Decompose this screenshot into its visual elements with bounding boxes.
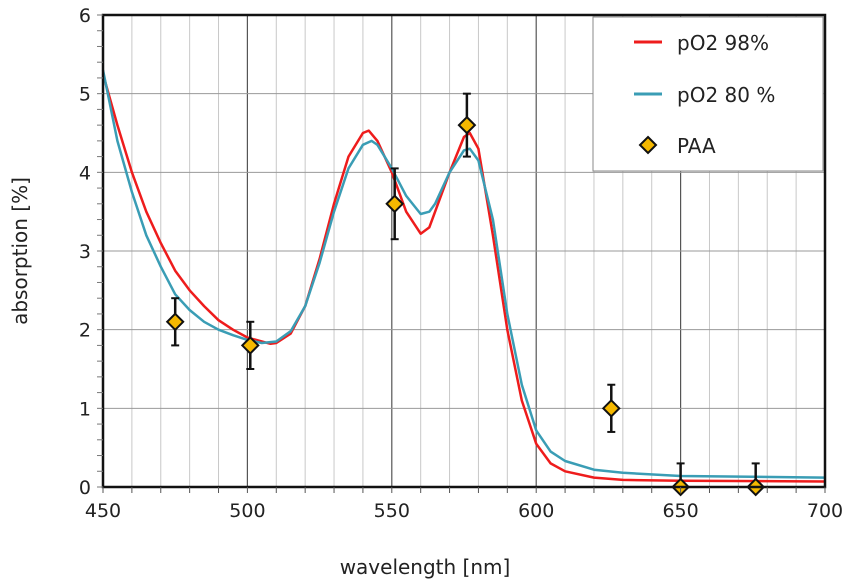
data-point (240, 320, 260, 370)
legend: pO2 98% pO2 80 % PAA (592, 16, 824, 172)
legend-marker-paa (638, 135, 658, 155)
x-tick-label: 700 (807, 500, 843, 522)
data-point (746, 462, 766, 497)
legend-label-pO2-98: pO2 98% (677, 31, 769, 55)
y-axis-label: absorption [%] (8, 177, 32, 325)
diamond-marker (240, 335, 260, 355)
axis-ticks: 450 500 550 600 650 700 0 1 2 3 4 5 6 (79, 5, 843, 522)
series-line-0 (101, 73, 826, 483)
y-tick-label: 2 (79, 320, 91, 342)
data-point (457, 92, 477, 158)
x-axis-label: wavelength [nm] (340, 555, 511, 579)
legend-box (592, 16, 824, 172)
x-tick-label: 550 (374, 500, 410, 522)
diamond-marker (385, 194, 405, 214)
data-point (385, 167, 405, 241)
x-tick-label: 600 (518, 500, 554, 522)
diamond-marker (601, 398, 621, 418)
series-lines (101, 69, 826, 483)
y-tick-label: 5 (79, 84, 91, 106)
paa-points (165, 92, 766, 497)
y-tick-label: 3 (79, 241, 91, 263)
gridlines (102, 14, 826, 488)
legend-label-pO2-80: pO2 80 % (677, 83, 775, 107)
data-point (165, 297, 185, 347)
y-tick-label: 6 (79, 5, 91, 27)
y-tick-label: 4 (79, 162, 91, 184)
data-point (601, 383, 621, 433)
x-tick-label: 650 (662, 500, 698, 522)
series-line-1 (101, 69, 826, 479)
x-tick-label: 450 (85, 500, 121, 522)
y-tick-label: 1 (79, 398, 91, 420)
legend-label-paa: PAA (677, 134, 716, 158)
diamond-marker (165, 312, 185, 332)
y-tick-label: 0 (79, 477, 91, 499)
x-tick-label: 500 (229, 500, 265, 522)
diamond-marker (457, 115, 477, 135)
